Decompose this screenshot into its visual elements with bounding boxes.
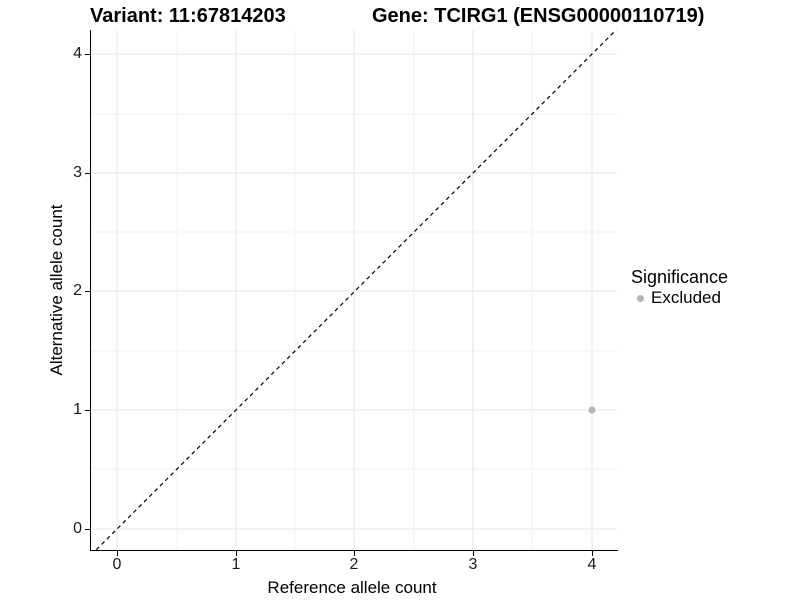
x-tick-label: 4 [587,556,597,573]
y-tick-4 [85,54,90,55]
x-tick-label: 3 [468,556,478,573]
y-tick-0 [85,529,90,530]
y-tick-label: 3 [73,164,82,181]
y-tick-label: 1 [73,401,82,418]
y-tick-label: 0 [73,520,82,537]
x-tick-0 [117,551,118,556]
y-axis-title: Alternative allele count [47,204,66,376]
gene-title: Gene: TCIRG1 (ENSG00000110719) [372,5,705,27]
identity-dashed-line [95,30,617,550]
y-tick-label: 2 [73,282,82,299]
y-tick-3 [85,173,90,174]
variant-title: Variant: 11:67814203 [90,5,286,27]
x-tick-1 [236,551,237,556]
plot-panel [91,30,617,550]
y-axis-line [90,30,91,551]
x-tick-4 [592,551,593,556]
grid-major [91,30,617,550]
data-point-excluded [588,406,596,414]
x-tick-label: 0 [112,556,122,573]
x-axis-line [90,550,618,551]
x-axis-title: Reference allele count [267,578,437,597]
x-tick-label: 2 [349,556,359,573]
legend-item-excluded: Excluded [631,289,728,307]
y-tick-1 [85,410,90,411]
y-tick-2 [85,291,90,292]
x-tick-label: 1 [231,556,241,573]
x-tick-2 [354,551,355,556]
y-tick-label: 4 [73,45,82,62]
legend: Significance Excluded [631,267,728,307]
excluded-point-icon [637,294,644,302]
plot-canvas [91,30,617,550]
x-tick-3 [473,551,474,556]
legend-title: Significance [631,267,729,287]
legend-item-label: Excluded [651,288,721,307]
